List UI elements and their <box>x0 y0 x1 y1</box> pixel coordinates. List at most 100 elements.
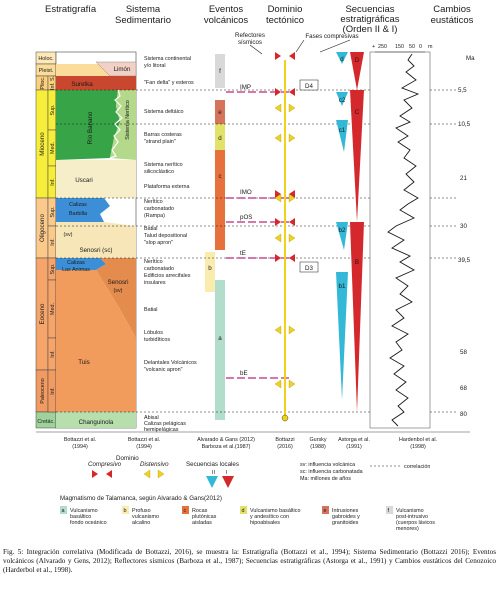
epoch-oligoceno: Oligoceno <box>39 214 46 242</box>
system-12-l2: turbidíticos <box>144 337 170 343</box>
legend-c-l2: plutónicas <box>192 514 217 520</box>
reflector-te: tE <box>240 250 246 257</box>
sub-paleo-inf: Inf. <box>50 387 56 395</box>
formation-suretka: Suretka <box>71 81 93 88</box>
formation-rio-banano: Río Banano <box>87 111 94 144</box>
epoch-eoceno: Eoceno <box>39 303 46 325</box>
refectores-pointer <box>249 44 263 55</box>
sub-mio-inf: Inf. <box>50 178 56 186</box>
neritico-unit <box>110 90 136 160</box>
system-14-l3: hemipelágicas <box>144 427 179 433</box>
system-5-l1: Sistema nerítico <box>144 162 183 168</box>
age-21: 21 <box>460 175 467 182</box>
header-fases: Fases compresivas <box>305 33 358 40</box>
legend-b-l1: Profuso <box>132 508 151 514</box>
formation-changuinola: Changuinola <box>79 419 114 426</box>
legend-seq-regional-icon <box>222 476 234 488</box>
formation-senosri: Senosri <box>108 279 129 286</box>
source-5-l1: Gursky <box>309 437 326 443</box>
formation-calizas-2: Calizas <box>67 260 85 266</box>
system-7-l2: carbonatado <box>144 206 174 212</box>
formation-limon: Limón <box>114 66 131 73</box>
seq-b2: b2 <box>339 227 346 234</box>
system-8-l2: Talud depositional <box>144 233 187 239</box>
legend-compresivo-icon <box>92 470 112 478</box>
legend-sc: sc: influencia carbonatada <box>300 469 363 475</box>
epoch-mioceno: Mioceno <box>39 132 46 156</box>
legend-sv: sv: influencia volcánica <box>300 462 355 468</box>
legend-a-l1: Vulcanismo <box>70 508 98 514</box>
sub-oli-inf: Inf. <box>50 238 56 246</box>
age-80: 80 <box>460 411 467 418</box>
eust-tick-m: m <box>428 44 433 50</box>
header-dominio-1: Dominio <box>268 4 303 15</box>
seq-c1: c1 <box>339 127 346 134</box>
phase-d4-box <box>299 79 319 91</box>
volc-letter-b: b <box>208 265 212 272</box>
epoch-cretac: Cretác. <box>37 419 54 425</box>
formation-senosri-sc: Senosri (sc) <box>79 247 112 254</box>
header-secuencias-1: Secuencias <box>345 4 394 15</box>
legend-b-l3: alcalino <box>132 520 150 526</box>
header-sistema-2: Sedimentario <box>115 15 171 26</box>
system-8-l3: "slop apron" <box>144 240 173 246</box>
facies-boundary <box>109 89 123 159</box>
legend-d-l2: y andesítico con <box>250 514 289 520</box>
legend-c-l1: Rocas <box>192 508 208 514</box>
changuinola-unit <box>56 412 136 428</box>
source-2-l1: Bottazzi et al. <box>128 437 160 443</box>
legend-seq-ii: II <box>212 470 215 476</box>
legend-e-swatch <box>322 506 329 514</box>
formation-barbilla: Barbilla <box>69 211 87 217</box>
header-refectores-2: sísmicos <box>238 39 262 46</box>
legend-e-l2: gabroides y <box>332 514 360 520</box>
source-2-l2: (1994) <box>136 444 152 450</box>
compressive-arrows <box>275 52 295 262</box>
source-4-l2: (2016) <box>277 444 293 450</box>
sub-oli-sup: Sup. <box>50 206 56 217</box>
system-7-l3: (Rampa) <box>144 213 165 219</box>
eustatic-curve <box>387 53 420 427</box>
system-6-l1: Plataforma externa <box>144 184 190 190</box>
source-4-l1: Bottazzi <box>275 437 294 443</box>
age-68: 68 <box>460 385 467 392</box>
legend-b-l2: vulcanismo <box>132 514 159 520</box>
legend-e-l1: Intrusiones <box>332 508 359 514</box>
calizas-animas-unit <box>56 258 106 270</box>
epoch-holoc: Holoc. <box>38 56 53 62</box>
system-1-l1: Sistema continental <box>144 56 191 62</box>
legend-magmatismo: Magmatismo de Talamanca, según Alvarado … <box>60 495 222 502</box>
legend-d-swatch <box>240 506 247 514</box>
source-6-l1: Astorga et al. <box>338 437 370 443</box>
eust-tick-250: 250 <box>378 44 387 50</box>
seq-C: C <box>355 109 360 116</box>
header-eventos-2: volcánicos <box>204 15 249 26</box>
source-7-l1: Hardenbol et al. <box>399 437 437 443</box>
formation-uscari: Uscari <box>75 177 93 184</box>
system-12-l1: Lóbulos <box>144 330 163 336</box>
legend-e-l3: granitoides <box>332 520 359 526</box>
ma-label: Ma <box>466 55 475 62</box>
volc-letter-d: d <box>218 135 222 142</box>
volc-letter-c: c <box>218 173 221 180</box>
legend-e-letter: e <box>324 508 327 514</box>
formation-neritico: Sistema Nerítico <box>125 100 131 140</box>
sub-eoc-med: Med. <box>50 303 56 315</box>
legend-seq-local-icon <box>206 476 218 488</box>
legend-dominio: Dominio <box>116 455 139 462</box>
eust-tick-50: 50 <box>409 44 415 50</box>
system-8-l1: Batial <box>144 226 158 232</box>
legend-d-l3: hipoabisales <box>250 520 280 526</box>
volc-letter-e: e <box>218 109 222 116</box>
phase-d3-box <box>299 261 319 273</box>
reflector-pos: pOS <box>240 214 252 221</box>
formation-calizas-1: Calizas <box>69 202 87 208</box>
uscari-unit <box>56 160 136 198</box>
age-30: 30 <box>460 223 467 230</box>
legend-correlacion: correlación <box>404 464 430 470</box>
sequence-triangles <box>336 52 364 412</box>
epoch-plioc: Plioc. <box>40 76 46 89</box>
legend-c-letter: c <box>184 508 187 514</box>
system-5-l2: silicoclástico <box>144 169 174 175</box>
header-secuencias-2: estratigráficas <box>340 14 399 25</box>
